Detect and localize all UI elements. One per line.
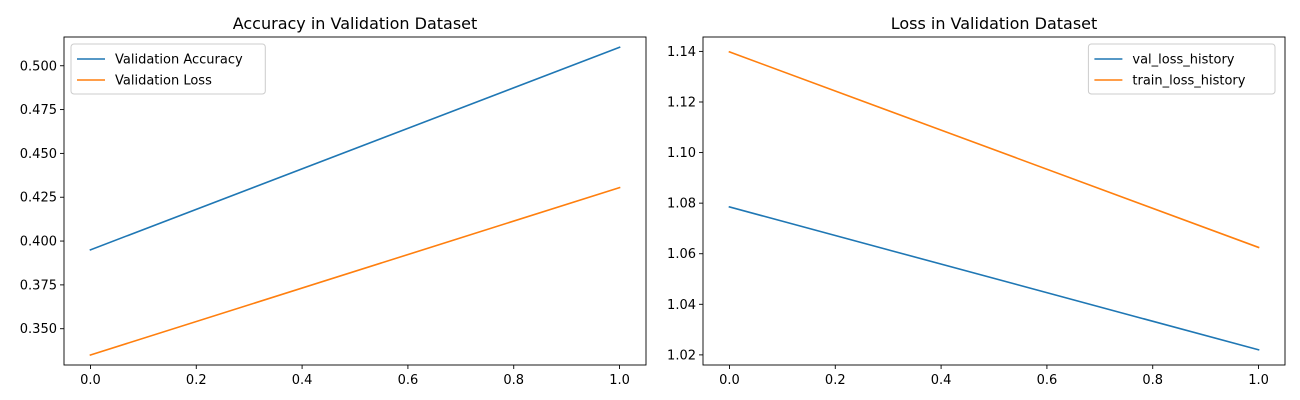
x-tick-label: 0.0: [719, 373, 740, 388]
legend-entry-2: train_loss_history: [1132, 74, 1245, 89]
axes-frame: [63, 36, 647, 366]
y-tick-label: 1.04: [667, 298, 696, 313]
y-tick-label: 0.350: [20, 322, 57, 337]
y-tick-label: 1.10: [667, 146, 696, 161]
legend-entry-1: Validation Accuracy: [115, 53, 243, 68]
series-line-1: [728, 205, 1260, 351]
y-tick-label: 0.500: [20, 59, 57, 74]
x-tick-label: 0.8: [503, 373, 524, 388]
chart-2: Loss in Validation Dataset 0.0 0.2 0.4 0.6 0.…: [667, 14, 1286, 388]
x-tick-label: 0.8: [1142, 373, 1163, 388]
series-line-2: [728, 50, 1260, 249]
x-tick-label: 0.6: [398, 373, 419, 388]
legend-box: [70, 43, 266, 95]
legend-entry-1: val_loss_history: [1132, 53, 1234, 68]
x-tick-label: 0.4: [292, 373, 313, 388]
x-tick-label: 0.0: [80, 373, 101, 388]
y-tick-label: 1.12: [667, 95, 696, 110]
y-tick-label: 0.475: [20, 103, 57, 118]
x-tick-label: 0.2: [186, 373, 207, 388]
series-line-2: [89, 186, 621, 357]
y-tick-label: 0.375: [20, 278, 57, 293]
axes-frame: [702, 36, 1286, 366]
y-tick-label: 0.400: [20, 235, 57, 250]
x-tick-label: 0.4: [931, 373, 952, 388]
y-tick-label: 1.06: [667, 247, 696, 262]
legend: val_loss_history train_loss_history: [1087, 43, 1276, 95]
y-tick-label: 1.08: [667, 197, 696, 212]
y-tick-label: 0.450: [20, 147, 57, 162]
y-tick-label: 0.425: [20, 191, 57, 206]
x-tick-label: 1.0: [609, 373, 630, 388]
chart-title: Accuracy in Validation Dataset: [233, 14, 478, 33]
x-tick-label: 1.0: [1248, 373, 1269, 388]
x-tick-label: 0.2: [825, 373, 846, 388]
legend: Validation Accuracy Validation Loss: [70, 43, 266, 95]
legend-entry-2: Validation Loss: [115, 74, 212, 89]
legend-box: [1087, 43, 1276, 95]
series-line-1: [89, 46, 621, 251]
y-tick-label: 1.02: [667, 348, 696, 363]
y-tick-label: 1.14: [667, 45, 696, 60]
x-tick-label: 0.6: [1037, 373, 1058, 388]
chart-title: Loss in Validation Dataset: [891, 14, 1098, 33]
